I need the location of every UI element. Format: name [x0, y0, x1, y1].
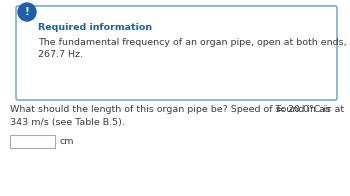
Text: 343 m/s (see Table B.5).: 343 m/s (see Table B.5).: [10, 118, 125, 127]
Circle shape: [18, 3, 36, 21]
Text: T: T: [275, 105, 281, 114]
Text: !: !: [25, 7, 29, 17]
Text: cm: cm: [59, 138, 74, 146]
FancyBboxPatch shape: [16, 6, 337, 100]
FancyBboxPatch shape: [10, 135, 55, 148]
Text: The fundamental frequency of an organ pipe, open at both ends, is: The fundamental frequency of an organ pi…: [38, 38, 350, 47]
Text: Required information: Required information: [38, 23, 152, 32]
Text: What should the length of this organ pipe be? Speed of sound in air at: What should the length of this organ pip…: [10, 105, 347, 114]
Text: = 20.0°C is: = 20.0°C is: [278, 105, 331, 114]
Text: 267.7 Hz.: 267.7 Hz.: [38, 50, 83, 59]
